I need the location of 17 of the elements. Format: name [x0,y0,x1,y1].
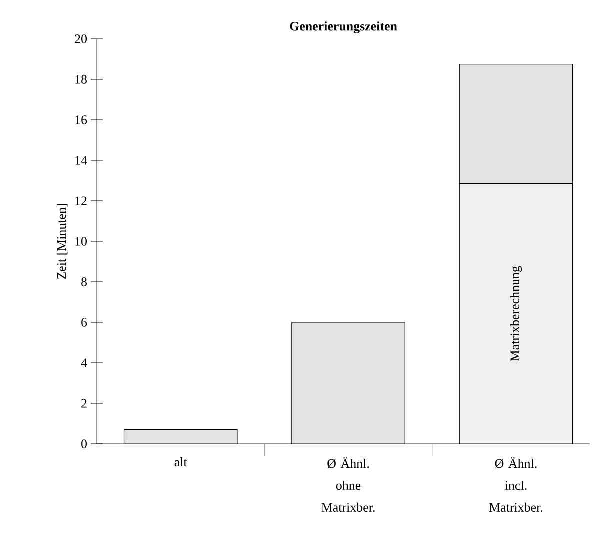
x-tick-label: Ø Ähnl. ohne Matrixber. [322,458,375,512]
y-tick-label: 20 [75,34,87,44]
y-tick-label: 10 [76,237,87,246]
y-tick-label: 2 [82,399,87,408]
y-tick-label: 8 [82,278,87,286]
y-tick-label: 18 [76,75,87,84]
y-tick-label: 6 [82,318,88,327]
y-tick-label: 4 [81,358,88,368]
x-tick-label: alt [174,458,188,467]
x-tick-label: Ø Ähnl. incl. Matrixber. [489,458,543,512]
y-tick-label: 12 [76,196,87,206]
series-label: Matrixberechnung [510,266,522,362]
y-tick-label: 0 [82,440,87,448]
y-tick-label: 16 [76,116,88,124]
chart-title: Generierungszeiten [290,22,398,34]
y-axis-title: Zeit [Minuten] [56,204,68,280]
y-tick-label: 14 [76,156,88,165]
